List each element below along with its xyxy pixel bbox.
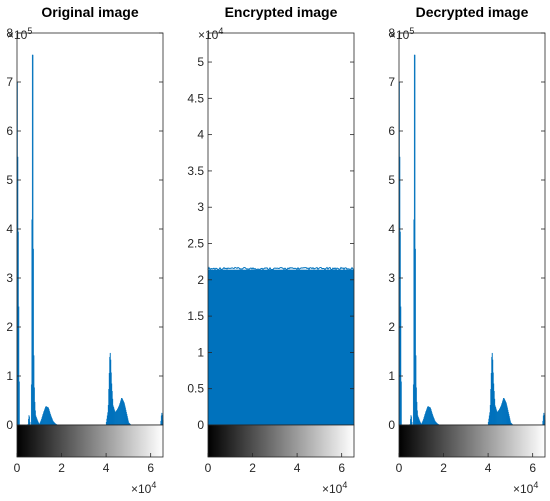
x-axis-multiplier: ×104 [513,480,538,496]
y-tick-label: 4 [388,222,395,236]
histogram-panel-2: Encrypted image×10400.511.522.533.544.55… [187,4,355,496]
y-tick-label: 4 [197,128,204,142]
x-tick-label: 6 [338,461,345,475]
y-tick-label: 2 [197,273,204,287]
x-tick-label: 4 [103,461,110,475]
y-tick-label: 4.5 [187,91,204,105]
panel-title: Encrypted image [225,4,338,20]
y-tick-label: 8 [388,26,395,40]
y-tick-label: 3 [388,271,395,285]
y-tick-label: 3.5 [187,164,204,178]
x-tick-label: 6 [529,461,536,475]
x-axis-multiplier: ×104 [131,480,156,496]
histogram-bars [16,54,164,426]
plot-frame [16,32,164,426]
histogram-bars [398,54,546,426]
y-tick-label: 6 [6,124,13,138]
panel-title: Decrypted image [416,4,529,20]
x-tick-label: 6 [147,461,154,475]
y-tick-label: 3 [197,200,204,214]
y-tick-label: 2.5 [187,237,204,251]
y-tick-label: 0 [388,418,395,432]
y-tick-label: 2 [388,320,395,334]
histogram-bars [207,266,355,425]
y-tick-label: 1.5 [187,309,204,323]
y-axis-multiplier: ×104 [198,26,223,42]
histogram-bar [400,381,402,426]
y-tick-label: 0 [197,418,204,432]
histogram-top-edge [207,266,355,271]
histogram-bar [29,421,31,426]
y-tick-label: 4 [6,222,13,236]
x-tick-label: 4 [485,461,492,475]
grayscale-colorbar [16,424,164,458]
y-tick-label: 5 [197,55,204,69]
y-tick-label: 2 [6,320,13,334]
x-tick-label: 2 [440,461,447,475]
x-tick-label: 0 [205,461,212,475]
x-tick-label: 2 [58,461,65,475]
x-axis-multiplier: ×104 [322,480,347,496]
y-tick-label: 1 [197,345,204,359]
y-tick-label: 7 [6,75,13,89]
histogram-bar-block [208,269,354,425]
y-tick-label: 5 [6,173,13,187]
y-tick-label: 1 [388,369,395,383]
x-tick-label: 0 [396,461,403,475]
panel-title: Original image [41,4,138,20]
y-tick-label: 7 [388,75,395,89]
x-tick-label: 4 [294,461,301,475]
y-tick-label: 5 [388,173,395,187]
y-tick-label: 6 [388,124,395,138]
histogram-bar [411,421,413,426]
y-tick-label: 0.5 [187,382,204,396]
y-tick-label: 3 [6,271,13,285]
x-tick-label: 2 [249,461,256,475]
grayscale-colorbar [207,424,355,458]
plot-frame [398,32,546,426]
y-tick-label: 0 [6,418,13,432]
x-tick-label: 0 [14,461,21,475]
y-tick-label: 1 [6,369,13,383]
grayscale-colorbar [398,424,546,458]
y-tick-label: 8 [6,26,13,40]
histogram-bar [18,381,20,426]
